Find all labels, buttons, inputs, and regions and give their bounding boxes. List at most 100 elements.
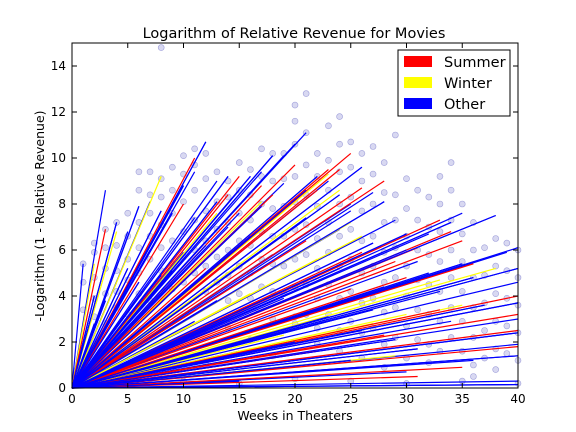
scatter-point — [269, 177, 277, 185]
scatter-point — [447, 186, 455, 194]
scatter-point — [235, 290, 243, 298]
scatter-point — [202, 150, 210, 157]
scatter-point — [492, 290, 500, 298]
legend-swatch-summer — [404, 56, 432, 67]
series-line-other — [71, 260, 418, 389]
legend-swatch-other — [404, 98, 432, 109]
scatter-point — [325, 122, 332, 130]
scatter-point — [458, 288, 466, 295]
scatter-point — [336, 232, 343, 240]
series-line-summer — [71, 187, 363, 389]
series-line-other — [71, 166, 363, 389]
x-tick-label: 15 — [232, 392, 247, 406]
scatter-point — [213, 253, 221, 261]
series-line-summer — [71, 203, 185, 389]
y-axis-label: -Logarithm (1 - Relative Revenue) — [32, 110, 47, 321]
x-axis: 0 5 10 15 20 25 30 35 40 — [68, 43, 526, 406]
x-tick-label: 35 — [455, 392, 470, 406]
y-tick-label: 8 — [58, 197, 66, 211]
legend-label-summer: Summer — [444, 55, 506, 71]
scatter-point — [436, 173, 444, 180]
series-line-other — [71, 155, 274, 389]
scatter-point — [191, 216, 198, 224]
scatter-point — [470, 246, 477, 254]
scatter-point — [135, 186, 143, 194]
scatter-point — [157, 44, 165, 51]
scatter-point — [313, 150, 321, 157]
scatter-point — [247, 166, 254, 173]
scatter-point — [492, 317, 500, 325]
series-line-other — [71, 341, 296, 389]
series-line-other — [71, 222, 118, 389]
legend-swatch-winter — [404, 77, 432, 88]
scatter-point — [347, 163, 355, 171]
x-tick-label: 40 — [510, 392, 525, 406]
series-line-summer — [71, 288, 351, 389]
series-line-other — [71, 205, 262, 389]
series-line-other — [71, 300, 107, 389]
scatter-point — [269, 205, 277, 212]
x-tick-label: 5 — [124, 392, 132, 406]
scatter-point — [458, 230, 466, 238]
scatter-point — [347, 138, 355, 146]
series-line-summer — [71, 334, 385, 389]
scatter-point — [235, 237, 243, 245]
legend: Summer Winter Other — [397, 49, 511, 117]
series-line-other — [71, 302, 519, 389]
scatter-point — [470, 361, 477, 369]
scatter-point — [291, 117, 299, 125]
scatter-point — [302, 161, 310, 169]
series-line-other — [71, 359, 351, 389]
scatter-point — [436, 200, 444, 208]
scatter-point — [146, 168, 154, 176]
scatter-point — [414, 216, 421, 224]
scatter-point — [224, 193, 232, 201]
series-line-summer — [71, 260, 396, 389]
series-line-other — [71, 143, 296, 389]
scatter-point — [380, 189, 388, 196]
scatter-point — [235, 159, 243, 166]
y-tick-label: 6 — [58, 243, 66, 257]
scatter-point — [380, 159, 388, 166]
scatter-point — [492, 235, 500, 242]
series-line-other — [71, 316, 329, 389]
y-tick-label: 2 — [58, 335, 66, 349]
scatter-point — [458, 258, 466, 265]
series-line-other — [71, 309, 374, 389]
series-line-other — [71, 268, 129, 389]
scatter-point — [470, 334, 477, 341]
scatter-point — [291, 173, 299, 180]
scatter-point — [280, 262, 288, 270]
y-axis: 0 2 4 6 8 10 12 14 — [51, 59, 518, 395]
legend-label-winter: Winter — [444, 76, 492, 92]
scatter-point — [325, 157, 332, 164]
series-line-summer — [71, 240, 463, 389]
series-line-summer — [71, 169, 340, 389]
scatter-point — [124, 209, 132, 217]
series-line-other — [71, 244, 207, 389]
scatter-point — [302, 90, 310, 97]
scatter-point — [492, 262, 500, 270]
series-line-other — [71, 355, 519, 389]
scatter-point — [336, 140, 343, 148]
series-line-summer — [71, 180, 385, 389]
scatter-point — [157, 244, 165, 251]
scatter-point — [458, 200, 466, 208]
x-tick-label: 25 — [343, 392, 358, 406]
scatter-point — [169, 186, 176, 194]
scatter-point — [169, 163, 176, 171]
series-line-other — [71, 339, 396, 389]
scatter-point — [403, 205, 410, 212]
scatter-point — [481, 244, 488, 251]
chart-title: Logarithm of Relative Revenue for Movies — [143, 26, 446, 42]
series-line-other — [71, 176, 229, 389]
series-line-other — [71, 217, 307, 389]
scatter-point — [213, 168, 221, 176]
scatter-point — [369, 232, 377, 240]
series-line-summer — [71, 164, 296, 389]
scatter-point — [447, 274, 455, 281]
series-line-other — [71, 281, 519, 389]
series-line-other — [71, 242, 374, 389]
scatter-point — [369, 200, 377, 208]
scatter-point — [269, 150, 277, 157]
